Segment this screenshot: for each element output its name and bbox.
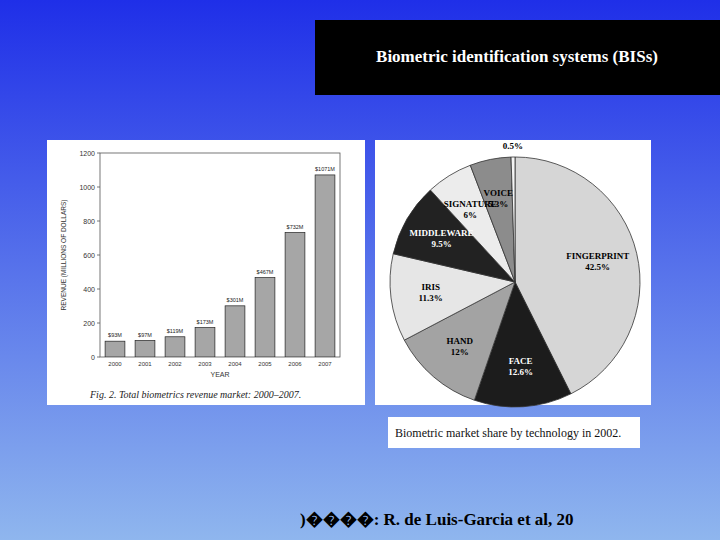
slide: Biometric identification systems (BISs) 0… [0, 0, 720, 540]
data-label: $732M [287, 224, 304, 230]
x-tick-label: 2001 [138, 361, 152, 367]
slice-label: FACE [509, 356, 533, 366]
slice-value: 12% [451, 347, 469, 357]
pie-panel [375, 140, 651, 405]
y-tick-label: 200 [83, 320, 95, 327]
x-tick-label: 2007 [318, 361, 332, 367]
title-box [315, 20, 720, 95]
y-tick [97, 289, 100, 290]
bar [165, 337, 185, 357]
y-tick [97, 323, 100, 324]
pie-slice [470, 157, 515, 282]
data-label: $467M [257, 269, 274, 275]
slice-value: 9.5% [431, 239, 451, 249]
y-tick [97, 221, 100, 222]
bar [315, 175, 335, 357]
citation: )����: R. de Luis-Garcia et al, 20 [300, 510, 574, 529]
pie-caption: Biometric market share by technology in … [395, 426, 621, 440]
slice-value: 0.5% [503, 141, 523, 151]
y-tick [97, 153, 100, 154]
slide-title: Biometric identification systems (BISs) [376, 47, 658, 66]
data-label: $173M [197, 319, 214, 325]
y-tick [97, 255, 100, 256]
plot-frame [100, 153, 340, 357]
slice-label: VOICE [484, 188, 513, 198]
y-axis-label: REVENUE (MILLIONS OF DOLLARS) [60, 200, 68, 311]
slice-label: FINGERPRINT [566, 251, 629, 261]
slice-label: MIDDLEWARE [410, 228, 474, 238]
slice-label: IRIS [421, 282, 440, 292]
background [0, 0, 720, 540]
data-label: $1071M [315, 166, 335, 172]
x-tick-label: 2003 [198, 361, 212, 367]
bar-panel [47, 140, 365, 405]
bar [195, 328, 215, 357]
x-tick-label: 2006 [288, 361, 302, 367]
slice-value: 11.3% [419, 293, 443, 303]
x-tick-label: 2000 [108, 361, 122, 367]
y-tick [97, 357, 100, 358]
x-tick-label: 2005 [258, 361, 272, 367]
slice-value: 12.6% [508, 367, 533, 377]
data-label: $97M [138, 332, 152, 338]
bar [285, 233, 305, 357]
bar [135, 341, 155, 357]
slice-value: 42.5% [585, 262, 610, 272]
x-tick-label: 2002 [168, 361, 182, 367]
bar-caption: Fig. 2. Total biometrics revenue market:… [89, 389, 301, 400]
x-axis-label: YEAR [210, 371, 229, 378]
y-tick-label: 400 [83, 286, 95, 293]
bar [225, 306, 245, 357]
pie-slice [511, 157, 515, 282]
data-label: $119M [167, 328, 184, 334]
data-label: $301M [227, 297, 244, 303]
y-tick-label: 600 [83, 252, 95, 259]
y-tick-label: 1000 [79, 184, 95, 191]
bar [105, 341, 125, 357]
bars [105, 175, 335, 357]
slice-label: HAND [446, 336, 473, 346]
slice-value: 5.3% [488, 199, 508, 209]
data-label: $93M [108, 332, 122, 338]
bar [255, 278, 275, 357]
x-tick-label: 2004 [228, 361, 242, 367]
y-tick [97, 187, 100, 188]
pie-caption-box [388, 417, 640, 448]
y-tick-label: 1200 [79, 150, 95, 157]
y-tick-label: 0 [91, 354, 95, 361]
slice-value: 6% [463, 210, 477, 220]
y-tick-label: 800 [83, 218, 95, 225]
